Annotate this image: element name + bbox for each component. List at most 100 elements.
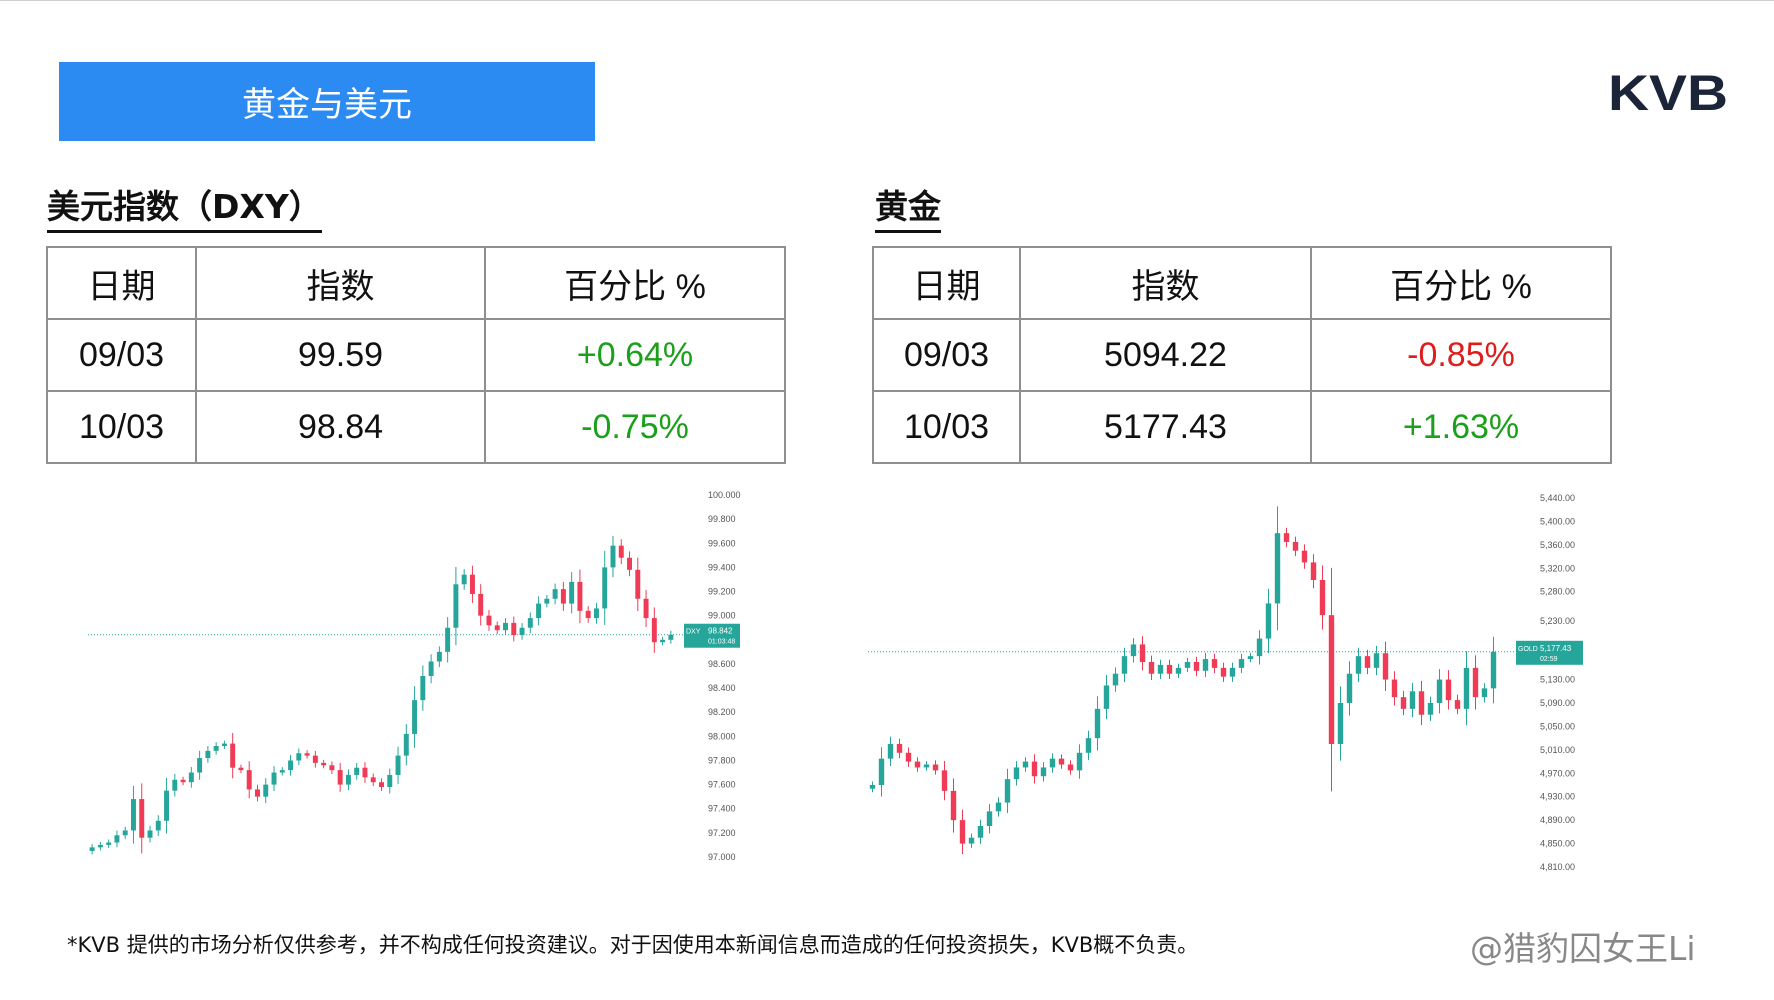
candle-body [651,618,657,643]
header-percent: 百分比 % [484,246,786,320]
gold-section-title: 黄金 [875,180,941,233]
candle-body [1454,700,1461,709]
candle-body [172,779,178,791]
candle-body [660,639,666,643]
candle-body [180,779,186,783]
table-row: 10/03 5177.43 +1.63% [872,390,1612,464]
y-tick-label: 5,050.00 [1540,721,1575,731]
candle-body [147,830,153,838]
y-tick-label: 5,360.00 [1540,540,1575,550]
row-percent: +1.63% [1310,390,1612,464]
candle-body [1445,679,1452,701]
candle-body [1202,659,1209,671]
candle-body [519,627,525,635]
price-label-symbol: GOLD [1518,646,1538,653]
candle-body [445,627,451,652]
y-tick-label: 97.200 [708,828,736,838]
y-tick-label: 99.800 [708,514,736,524]
candle-body [627,557,633,570]
table-header-row: 日期 指数 百分比 % [872,246,1612,320]
candle-body [288,760,294,771]
candle-body [1049,758,1056,768]
price-label-price: 98.842 [708,627,733,636]
candle-body [552,589,558,599]
candle-body [1058,758,1065,765]
candle-body [412,700,418,734]
candle-body [205,750,211,759]
candle-body [1427,703,1434,715]
header-value: 指数 [1019,246,1312,320]
table-header-row: 日期 指数 百分比 % [46,246,786,320]
candle-body [122,830,128,836]
candle-body [1346,673,1353,703]
y-tick-label: 98.000 [708,731,736,741]
candle-body [395,755,401,775]
candle-body [494,625,500,631]
candle-body [668,634,674,640]
y-tick-label: 5,130.00 [1540,675,1575,685]
candle-body [941,770,948,791]
candle-body [1337,703,1344,744]
candle-body [1193,662,1200,671]
candle-body [1157,664,1164,674]
row-value: 98.84 [195,390,486,464]
candle-body [106,842,112,845]
candle-body [1166,664,1173,674]
price-label-price: 5,177.43 [1540,644,1572,653]
candle-body [188,772,194,783]
y-tick-label: 98.400 [708,683,736,693]
candle-body [995,802,1002,812]
y-tick-label: 99.200 [708,587,736,597]
candle-body [453,584,459,628]
candle-body [1004,779,1011,803]
y-tick-label: 5,230.00 [1540,616,1575,626]
candle-body [869,785,876,789]
row-value: 99.59 [195,318,486,392]
candle-body [1391,679,1398,698]
candle-body [1121,656,1128,674]
candle-body [593,608,599,619]
candle-body [238,767,244,771]
candle-body [1382,653,1389,680]
dxy-section-title: 美元指数（DXY） [47,180,322,233]
candle-body [1238,659,1245,668]
candle-body [1256,638,1263,657]
candle-body [321,762,327,766]
candle-body [1355,656,1362,674]
table-row: 10/03 98.84 -0.75% [46,390,786,464]
candle-body [1148,662,1155,674]
candle-body [1328,615,1335,744]
kvb-logo: KVB [1608,66,1728,118]
price-label-box [684,623,740,648]
candle-body [197,758,203,773]
candle-body [1274,533,1281,604]
y-tick-label: 99.600 [708,538,736,548]
candle-body [635,569,641,599]
candle-body [1112,673,1119,686]
candle-body [230,743,236,768]
candle-body [370,777,376,783]
y-tick-label: 5,400.00 [1540,516,1575,526]
price-label-timer: 01:03:48 [708,639,735,646]
candle-body [1472,667,1479,698]
candle-body [1184,662,1191,668]
row-date: 09/03 [46,318,197,392]
candle-body [1463,667,1470,709]
candle-body [878,758,885,785]
candle-body [1013,767,1020,780]
candle-body [130,799,136,831]
candle-body [1175,667,1182,674]
y-tick-label: 5,010.00 [1540,745,1575,755]
row-value: 5094.22 [1019,318,1312,392]
row-date: 10/03 [46,390,197,464]
y-tick-label: 98.200 [708,707,736,717]
candle-body [296,753,302,761]
price-label-timer: 02:59 [1540,656,1558,663]
candle-body [610,545,616,568]
candle-body [436,651,442,662]
candle-body [1301,550,1308,563]
candle-body [950,790,957,821]
candle-body [643,598,649,619]
y-tick-label: 5,440.00 [1540,493,1575,503]
candle-body [1247,656,1254,660]
